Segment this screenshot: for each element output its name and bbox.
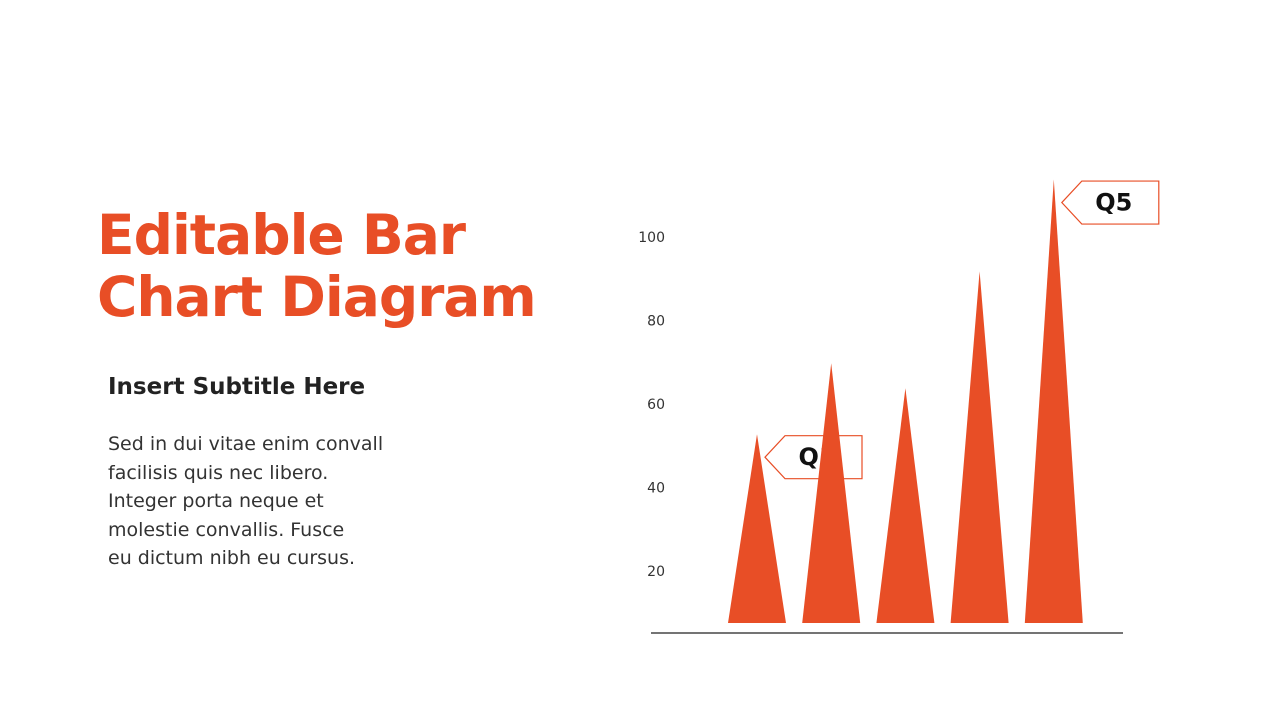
bar [876, 388, 935, 623]
bar [802, 363, 861, 623]
body-line: eu dictum nibh eu cursus. [108, 547, 356, 569]
body-line: Sed in dui vitae enim convall [108, 433, 384, 455]
y-tick-label: 100 [638, 230, 665, 246]
y-tick-label: 60 [647, 397, 665, 413]
body-line: facilisis quis nec libero. [108, 461, 329, 484]
y-tick-label: 80 [647, 313, 665, 329]
category-callout [1060, 180, 1160, 225]
bar [1024, 179, 1083, 623]
slide-title: Editable Bar Chart Diagram [97, 203, 537, 329]
bar [950, 271, 1009, 623]
y-tick-label: 40 [647, 480, 665, 496]
body-text: Sed in dui vitae enim convall facilisis q… [108, 430, 383, 573]
body-line: Integer porta neque et [108, 490, 324, 512]
y-tick-label: 20 [647, 564, 665, 580]
bar [728, 434, 786, 623]
category-label: Q5 [1095, 189, 1132, 217]
subtitle: Insert Subtitle Here [108, 374, 366, 400]
body-line: molestie convallis. Fusce [108, 518, 345, 541]
